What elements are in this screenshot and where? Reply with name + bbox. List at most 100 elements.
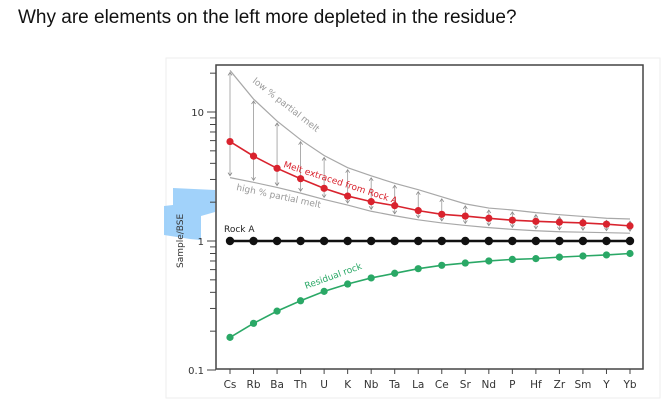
arrow-head — [345, 199, 350, 204]
x-tick-label: Y — [602, 379, 610, 391]
arrow-head — [533, 225, 539, 230]
x-tick-label: K — [344, 379, 352, 391]
arrow-head — [274, 182, 280, 187]
series-line — [229, 140, 631, 227]
data-point — [461, 259, 469, 267]
data-point — [343, 236, 352, 246]
data-point — [226, 333, 234, 341]
data-point — [344, 192, 352, 200]
ylabel: Sample/BSE — [176, 213, 186, 268]
data-point — [296, 236, 305, 246]
data-point — [508, 236, 517, 246]
arrow-head — [321, 156, 327, 161]
data-point — [602, 220, 611, 228]
arrow-head — [368, 206, 374, 210]
data-point — [438, 210, 446, 218]
arrow-head — [557, 226, 562, 231]
envelopes — [229, 70, 631, 234]
data-point — [414, 207, 422, 215]
data-point — [625, 236, 635, 246]
arrow-head — [510, 224, 515, 229]
x-tick-label: Sr — [460, 379, 472, 391]
data-point — [508, 216, 516, 224]
data-point — [273, 307, 281, 315]
chart-image-frame — [165, 57, 661, 399]
arrow-head — [510, 211, 515, 216]
data-point — [272, 236, 282, 246]
data-point — [296, 297, 305, 305]
data-point — [461, 236, 470, 246]
data-point — [484, 236, 494, 246]
data-point — [390, 236, 399, 246]
x-tick-label: Nb — [364, 379, 379, 391]
x-tick-label: Rb — [247, 379, 261, 391]
series-group — [225, 137, 635, 341]
data-point — [485, 214, 493, 222]
arrow-head — [298, 187, 303, 192]
arrow-head — [345, 168, 350, 173]
data-point — [602, 236, 611, 246]
data-point — [532, 217, 540, 225]
data-point — [532, 255, 540, 263]
data-point — [367, 274, 375, 282]
arrow-head — [439, 217, 445, 222]
arrow-head — [462, 220, 468, 225]
x-tick-label: Cs — [224, 379, 237, 391]
data-point — [296, 175, 305, 183]
arrow-head — [227, 172, 233, 177]
x-tick-label: La — [412, 379, 424, 391]
x-tick-label: Yb — [622, 379, 636, 391]
data-point — [414, 236, 423, 246]
x-tick-label: Nd — [482, 379, 497, 391]
data-point — [438, 261, 446, 269]
question-heading: Why are elements on the left more deplet… — [18, 7, 517, 28]
x-tick-label: U — [320, 379, 328, 391]
arrow-head — [251, 100, 256, 105]
y-tick-label: 1 — [198, 237, 204, 248]
y-tick-label: 10 — [191, 108, 204, 119]
arrow-head — [227, 71, 233, 76]
label-rock-a: Rock A — [224, 225, 255, 235]
plot-frame — [215, 64, 644, 370]
arrow-head — [368, 177, 374, 182]
data-point — [555, 253, 564, 261]
data-point — [555, 218, 564, 226]
data-point — [531, 236, 541, 246]
data-point — [320, 287, 328, 295]
arrow-head — [604, 227, 609, 232]
data-point — [602, 251, 611, 259]
arrow-head — [251, 177, 256, 182]
x-tick-label: Hf — [530, 379, 542, 391]
data-point — [437, 236, 446, 246]
envelope-line — [229, 177, 631, 234]
y-tick-label: 0.1 — [188, 366, 204, 377]
x-tick-label: P — [509, 379, 515, 391]
arrow-head — [415, 190, 421, 195]
data-point — [391, 269, 399, 277]
data-point — [319, 236, 329, 246]
data-point — [225, 236, 235, 246]
arrow-head — [439, 198, 445, 203]
data-point — [461, 212, 469, 220]
data-point — [579, 252, 587, 260]
data-point — [249, 319, 258, 327]
data-point — [579, 219, 587, 227]
data-point — [226, 137, 234, 146]
x-tick-label: Ba — [270, 379, 284, 391]
x-axis: Cs Rb Ba Th U K Nb Ta La Ce Sr Nd P Hf Zr Sm Y Yb — [224, 369, 637, 391]
x-tick-label: Sm — [574, 379, 591, 391]
arrow-head — [533, 213, 539, 218]
envelope-line — [229, 70, 631, 220]
data-point — [320, 184, 328, 192]
data-point — [578, 236, 588, 246]
highlight-mark — [164, 188, 215, 240]
x-tick-label: Ta — [388, 379, 400, 391]
arrow-head — [321, 194, 327, 199]
arrow-head — [557, 215, 562, 220]
data-point — [344, 280, 352, 288]
arrow-head — [392, 210, 398, 215]
data-point — [273, 164, 281, 172]
arrow-head — [274, 122, 280, 127]
data-point — [366, 236, 376, 246]
x-tick-label: Th — [293, 379, 307, 391]
